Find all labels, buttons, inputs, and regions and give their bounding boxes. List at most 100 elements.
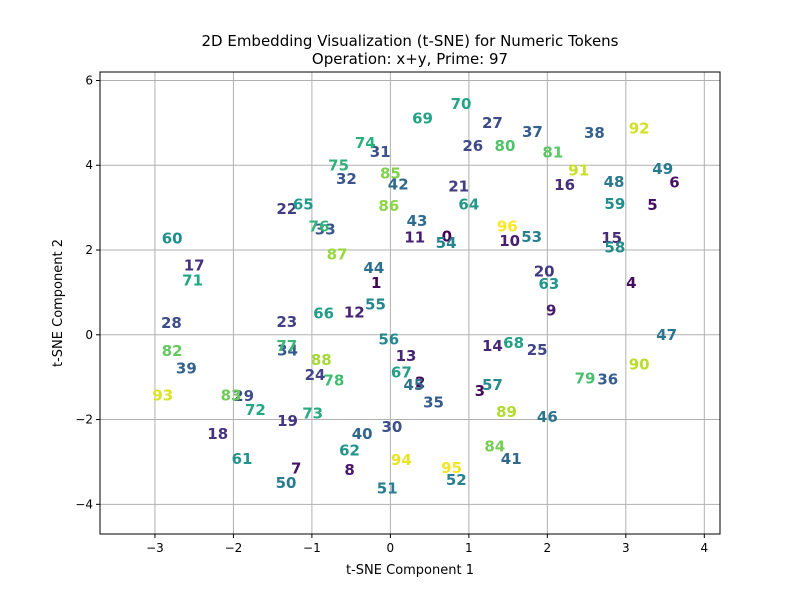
token-point-label: 78 — [323, 372, 344, 390]
token-point-label: 66 — [313, 305, 334, 323]
x-axis-label: t-SNE Component 1 — [346, 563, 474, 578]
token-point-label: 65 — [293, 196, 314, 214]
token-point-label: 14 — [482, 337, 503, 355]
token-point-label: 53 — [521, 228, 542, 246]
x-tick-label: 0 — [387, 541, 395, 555]
x-tick-label: −3 — [146, 541, 164, 555]
token-point-label: 12 — [344, 303, 365, 321]
y-tick-label: 0 — [85, 328, 93, 342]
token-point-label: 81 — [542, 144, 563, 162]
token-point-label: 71 — [182, 272, 203, 290]
x-tick-label: −2 — [225, 541, 243, 555]
token-point-label: 93 — [152, 386, 173, 404]
token-point-label: 62 — [339, 442, 360, 460]
token-point-label: 86 — [378, 197, 399, 215]
token-point-label: 58 — [604, 238, 625, 256]
token-point-label: 91 — [568, 161, 589, 179]
y-tick-label: −4 — [75, 497, 93, 511]
token-point-label: 84 — [484, 437, 505, 455]
token-point-label: 54 — [436, 234, 457, 252]
token-point-label: 0 — [442, 227, 452, 245]
token-point-label: 89 — [496, 403, 517, 421]
x-tick-label: 1 — [465, 541, 473, 555]
token-point-label: 46 — [537, 408, 558, 426]
y-tick-label: 6 — [85, 73, 93, 87]
token-point-label: 52 — [446, 471, 467, 489]
token-point-label: 79 — [575, 369, 596, 387]
token-point-label: 16 — [554, 176, 575, 194]
token-point-label: 47 — [656, 326, 677, 344]
x-tick-label: −1 — [303, 541, 321, 555]
y-axis-label: t-SNE Component 2 — [51, 239, 66, 367]
chart-title: 2D Embedding Visualization (t-SNE) for N… — [201, 32, 618, 50]
token-point-label: 50 — [276, 474, 297, 492]
token-point-label: 7 — [291, 459, 301, 477]
token-point-label: 57 — [482, 376, 503, 394]
token-point-label: 11 — [404, 229, 425, 247]
token-point-label: 77 — [276, 337, 297, 355]
y-tick-label: −2 — [75, 413, 93, 427]
token-point-label: 41 — [501, 450, 522, 468]
token-point-label: 8 — [344, 461, 354, 479]
token-point-label: 76 — [309, 217, 330, 235]
token-point-label: 45 — [403, 376, 424, 394]
token-point-label: 73 — [302, 405, 323, 423]
token-point-label: 44 — [363, 259, 384, 277]
token-point-label: 34 — [277, 341, 298, 359]
token-point-label: 87 — [327, 245, 348, 263]
token-point-label: 28 — [161, 314, 182, 332]
token-point-label: 20 — [534, 263, 555, 281]
token-point-label: 82 — [162, 342, 183, 360]
token-point-label: 22 — [276, 200, 297, 218]
token-point-label: 90 — [629, 355, 650, 373]
x-axis-ticks: −3 −2 −1 0 1 2 3 4 — [146, 534, 708, 555]
token-point-label: 51 — [377, 480, 398, 498]
token-point-label: 96 — [497, 217, 518, 235]
token-point-label: 63 — [538, 275, 559, 293]
token-point-label: 60 — [162, 230, 183, 248]
token-point-label: 42 — [388, 176, 409, 194]
token-point-label: 13 — [396, 347, 417, 365]
token-point-label: 4 — [626, 274, 636, 292]
token-point-label: 72 — [245, 401, 266, 419]
token-point-label: 38 — [584, 124, 605, 142]
token-point-label: 43 — [407, 212, 428, 230]
token-point-label: 67 — [391, 364, 412, 382]
token-point-label: 35 — [423, 394, 444, 412]
token-point-label: 5 — [647, 196, 657, 214]
token-point-label: 1 — [371, 274, 381, 292]
token-point-label: 33 — [315, 221, 336, 239]
token-point-label: 9 — [546, 302, 556, 320]
token-point-label: 61 — [232, 450, 253, 468]
token-point-label: 36 — [597, 370, 618, 388]
grid-lines — [100, 72, 720, 534]
token-point-label: 74 — [355, 134, 376, 152]
token-point-label: 18 — [207, 425, 228, 443]
x-tick-label: 4 — [700, 541, 708, 555]
token-point-label: 2 — [415, 373, 425, 391]
token-point-label: 80 — [495, 137, 516, 155]
token-point-label: 56 — [378, 330, 399, 348]
y-tick-label: 2 — [85, 243, 93, 257]
chart-subtitle: Operation: x+y, Prime: 97 — [312, 50, 508, 68]
token-point-label: 83 — [221, 386, 242, 404]
token-point-label: 85 — [380, 164, 401, 182]
token-point-label: 40 — [352, 425, 373, 443]
token-point-label: 88 — [311, 351, 332, 369]
token-point-label: 70 — [451, 95, 472, 113]
plot-frame — [99, 71, 721, 535]
token-point-label: 29 — [233, 387, 254, 405]
x-tick-label: 3 — [622, 541, 630, 555]
token-point-label: 24 — [305, 366, 326, 384]
token-point-label: 30 — [382, 418, 403, 436]
token-point-label: 94 — [391, 451, 412, 469]
token-point-label: 31 — [370, 143, 391, 161]
token-point-label: 48 — [604, 173, 625, 191]
token-point-label: 69 — [412, 110, 433, 128]
token-point-label: 17 — [184, 257, 205, 275]
token-point-label: 64 — [458, 196, 479, 214]
token-point-label: 27 — [482, 114, 503, 132]
token-point-label: 15 — [601, 229, 622, 247]
